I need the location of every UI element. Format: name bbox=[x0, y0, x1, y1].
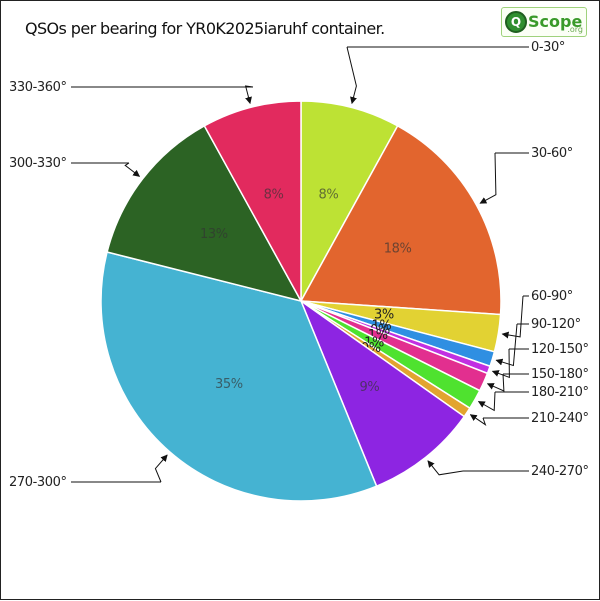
chart-title: QSOs per bearing for YR0K2025iaruhf cont… bbox=[25, 19, 385, 38]
leader-line bbox=[469, 414, 487, 426]
leader-line bbox=[244, 85, 254, 105]
slice-category-label: 210-240° bbox=[531, 411, 589, 426]
pie-slice-240-270[interactable] bbox=[299, 298, 466, 488]
slice-category-label: 270-300° bbox=[9, 475, 67, 490]
leader-line bbox=[501, 295, 524, 339]
slice-percent-label: 8% bbox=[264, 188, 284, 203]
leader-line bbox=[479, 152, 497, 204]
qscope-logo[interactable]: Q Scope .org bbox=[501, 7, 587, 37]
slice-category-label: 0-30° bbox=[531, 40, 565, 55]
slice-category-label: 120-150° bbox=[531, 342, 589, 357]
leader-line bbox=[124, 162, 141, 177]
leader-line bbox=[486, 373, 505, 392]
slice-category-label: 330-360° bbox=[9, 80, 67, 95]
logo-suffix: .org bbox=[567, 25, 583, 34]
slice-category-label: 150-180° bbox=[531, 367, 589, 382]
leader-line bbox=[427, 460, 464, 476]
leader-line bbox=[491, 348, 510, 379]
leader-line bbox=[477, 391, 496, 412]
leader-line bbox=[154, 454, 168, 483]
pie-slice-270-300[interactable] bbox=[100, 251, 378, 502]
slice-percent-label: 18% bbox=[384, 241, 412, 256]
slice-category-label: 180-210° bbox=[531, 385, 589, 400]
pie-slice-330-360[interactable] bbox=[203, 100, 302, 302]
slice-percent-label: 8% bbox=[318, 188, 338, 203]
pie-slice-300-330[interactable] bbox=[106, 124, 303, 303]
logo-word: Scope bbox=[528, 12, 583, 31]
slice-category-label: 90-120° bbox=[531, 317, 581, 332]
leader-line bbox=[495, 323, 518, 367]
slice-category-label: 60-90° bbox=[531, 289, 573, 304]
logo-mark: Q bbox=[505, 11, 527, 33]
leader-line bbox=[346, 46, 357, 105]
slice-percent-label: 35% bbox=[215, 377, 243, 392]
slice-percent-label: 9% bbox=[359, 380, 379, 395]
slice-category-label: 300-330° bbox=[9, 156, 67, 171]
slice-percent-label: 13% bbox=[200, 227, 228, 242]
pie-slice-0-30[interactable] bbox=[300, 100, 399, 302]
slice-category-label: 30-60° bbox=[531, 146, 573, 161]
slice-category-label: 240-270° bbox=[531, 464, 589, 479]
slice-percent-label: 3% bbox=[374, 308, 394, 323]
pie-slice-30-60[interactable] bbox=[299, 124, 502, 316]
